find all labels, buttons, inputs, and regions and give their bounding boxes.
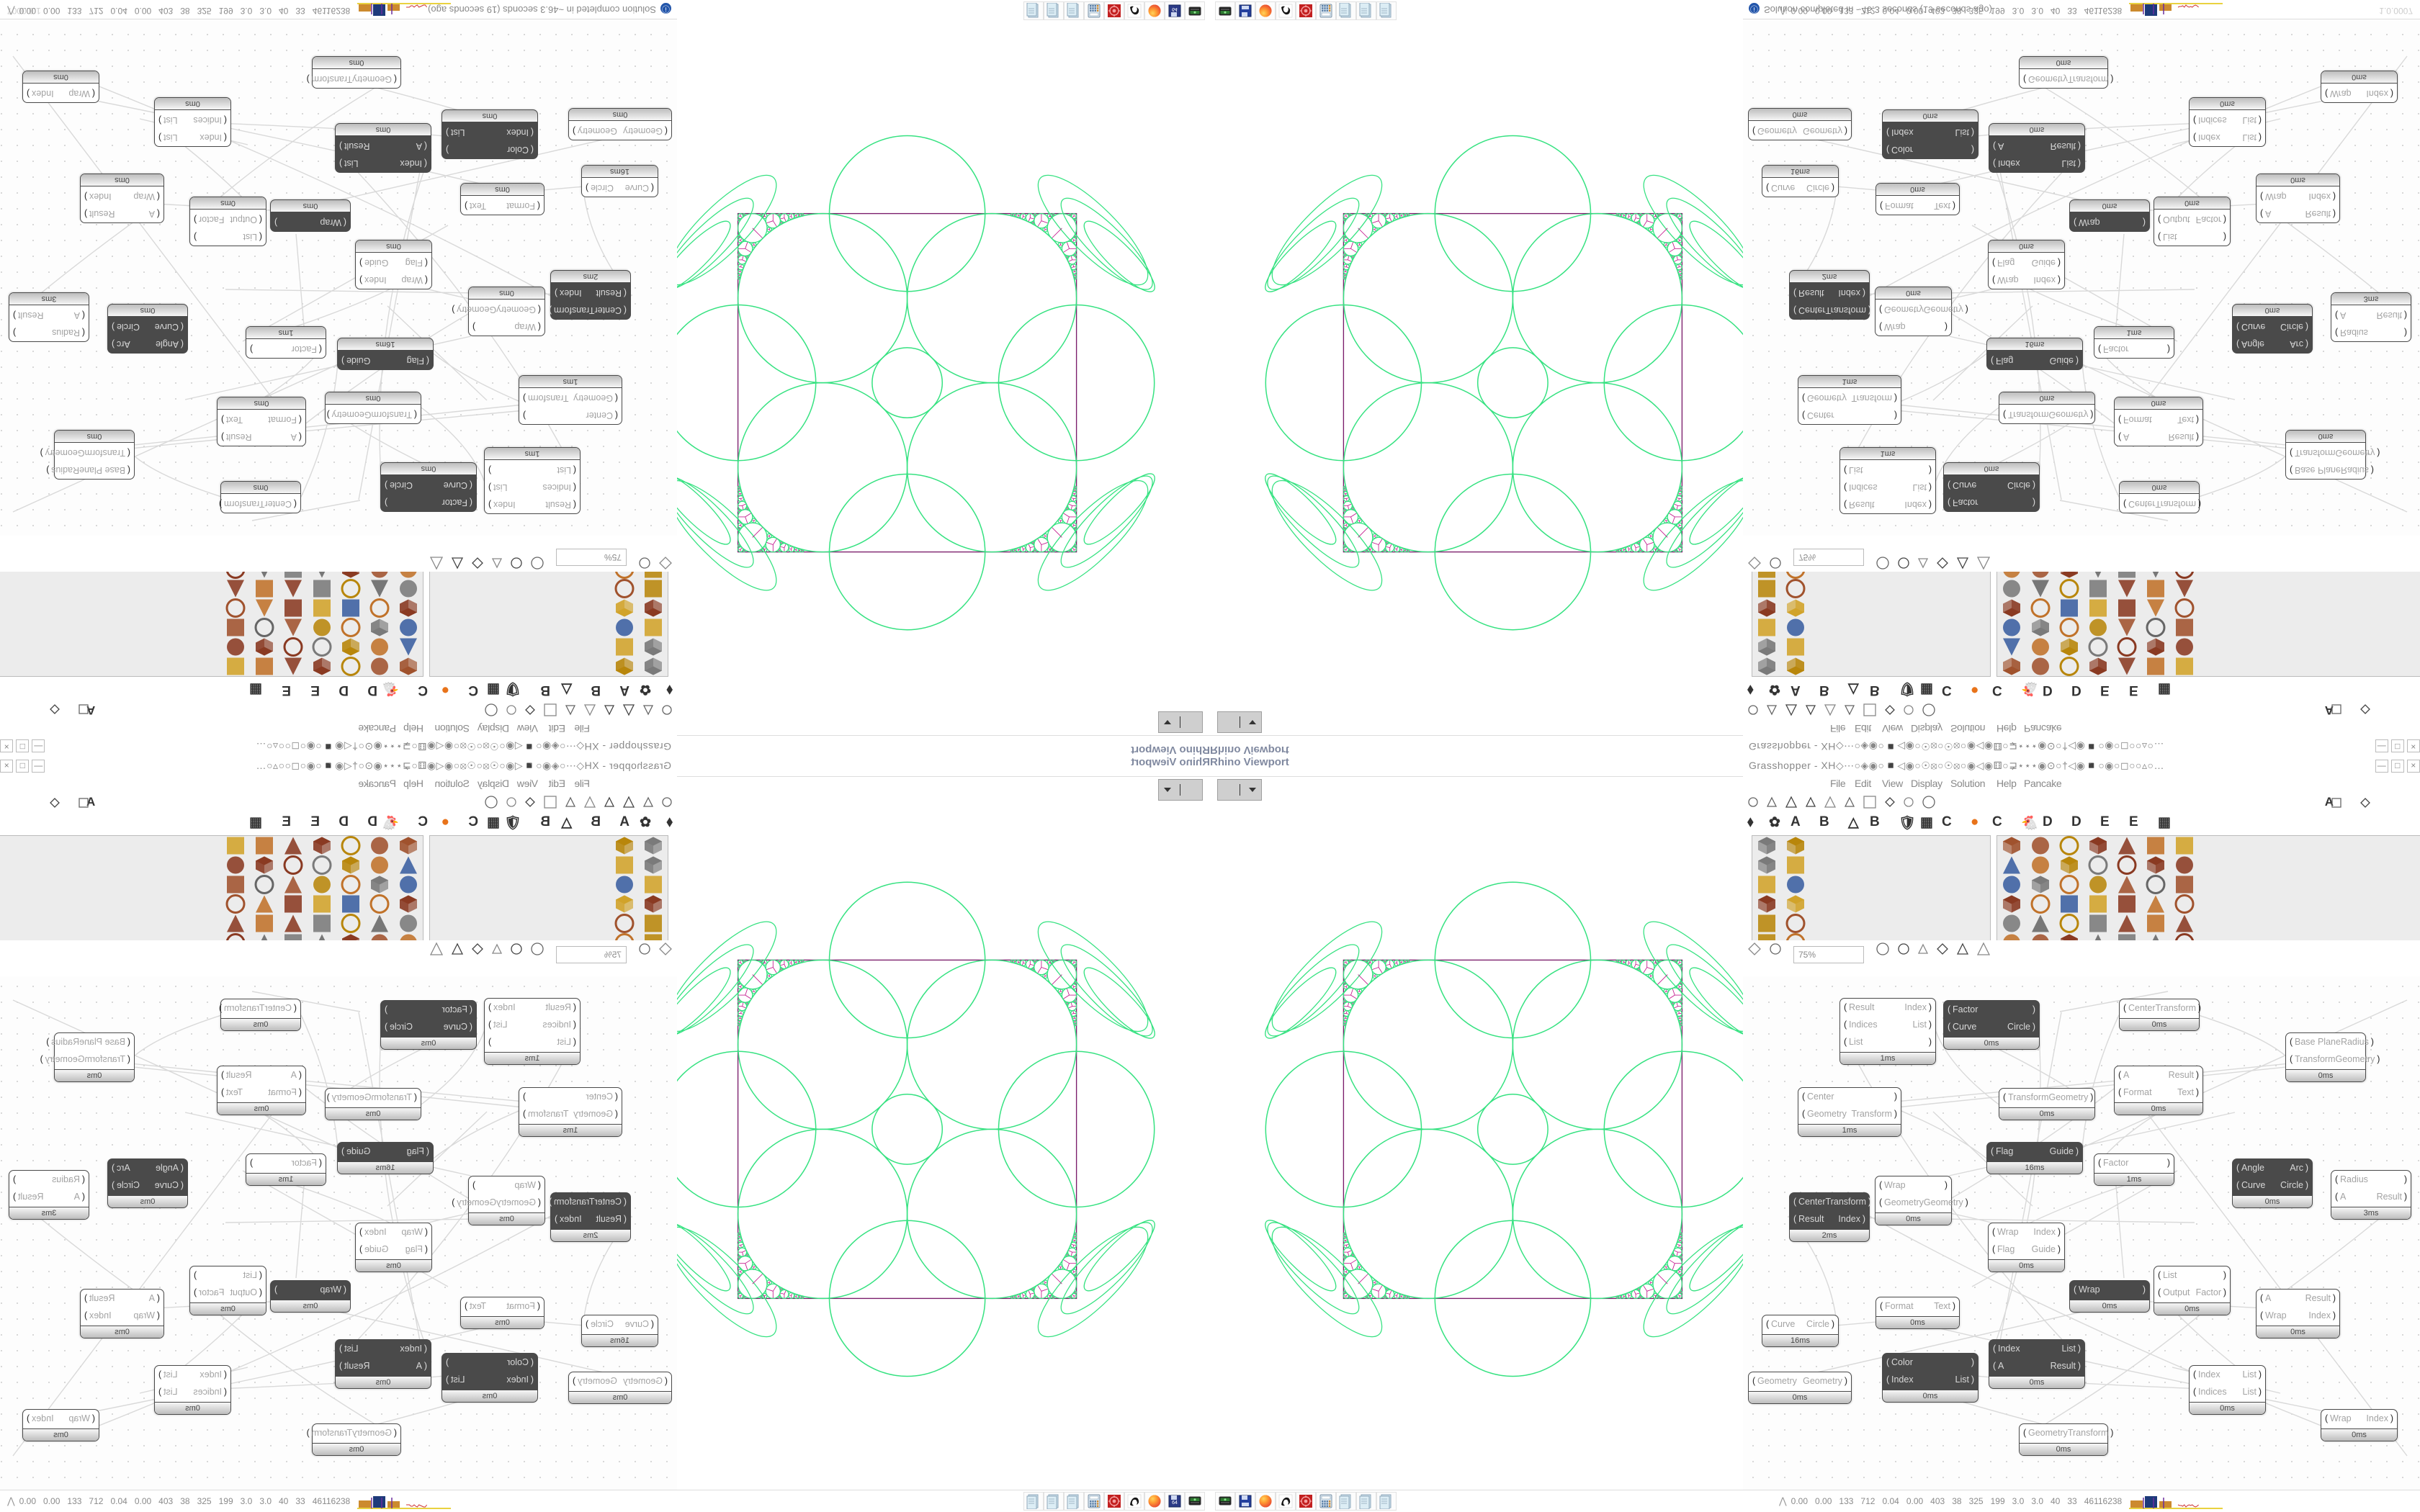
svg-text:64: 64 <box>1172 6 1178 12</box>
svg-text:64: 64 <box>1172 1500 1178 1506</box>
